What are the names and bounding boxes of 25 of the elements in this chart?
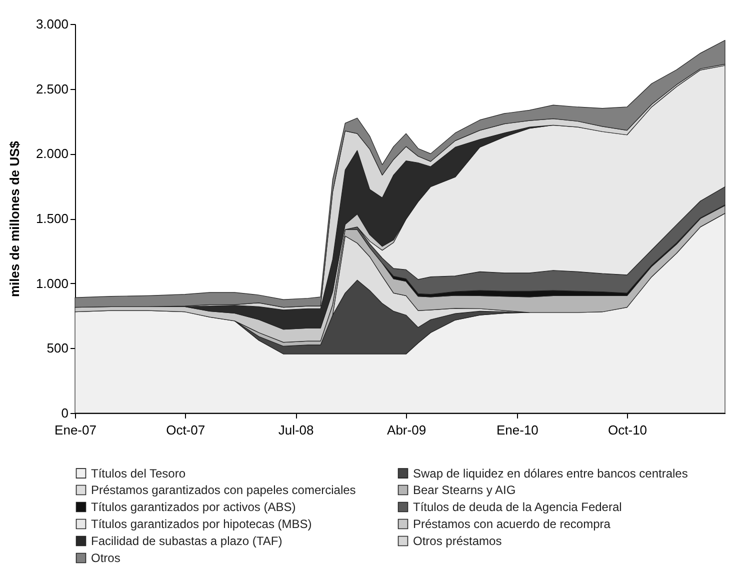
y-tick-label: 2.000 xyxy=(36,146,68,162)
x-tick-label: Ene-10 xyxy=(496,422,538,438)
legend-label: Swap de liquidez en dólares entre bancos centrales xyxy=(413,466,688,480)
x-tick-label: Abr-09 xyxy=(387,422,426,438)
legend-label: Préstamos con acuerdo de recompra xyxy=(413,517,611,531)
x-tick-label: Oct-07 xyxy=(166,422,206,438)
legend-label: Títulos garantizados por activos (ABS) xyxy=(91,500,296,514)
legend-label: Facilidad de subastas a plazo (TAF) xyxy=(91,534,282,548)
y-tick-label: 3.000 xyxy=(36,16,68,32)
y-tick-label: 1.000 xyxy=(36,276,68,291)
legend-label: Títulos del Tesoro xyxy=(91,466,186,480)
legend-label: Otros préstamos xyxy=(413,534,502,548)
legend-label: Préstamos garantizados con papeles comerciales xyxy=(91,483,356,497)
x-tick-label: Ene-07 xyxy=(54,422,96,438)
y-tick-label: 2.500 xyxy=(36,81,68,96)
legend-label: Bear Stearns y AIG xyxy=(413,483,516,497)
y-tick-label: 0 xyxy=(61,406,68,420)
legend-label: Otros xyxy=(91,551,120,565)
legend-label: Títulos garantizados por hipotecas (MBS) xyxy=(91,517,312,531)
y-tick-label: 500 xyxy=(46,340,68,356)
legend-label: Títulos de deuda de la Agencia Federal xyxy=(413,500,622,514)
x-tick-label: Jul-08 xyxy=(278,422,314,438)
y-tick-label: 1.500 xyxy=(36,211,68,226)
y-axis-title: miles de millones de US$ xyxy=(6,140,22,298)
x-tick-label: Oct-10 xyxy=(608,422,648,438)
